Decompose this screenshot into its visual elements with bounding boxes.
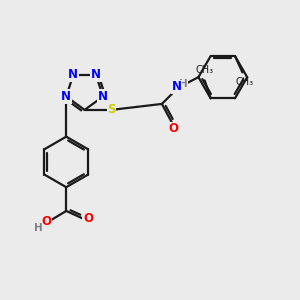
Text: O: O xyxy=(83,212,93,225)
Text: CH₃: CH₃ xyxy=(196,65,214,75)
Text: N: N xyxy=(91,68,101,81)
Text: N: N xyxy=(68,68,78,81)
Text: O: O xyxy=(168,122,178,135)
Text: H: H xyxy=(34,223,43,233)
Text: N: N xyxy=(98,90,108,103)
Text: S: S xyxy=(107,103,116,116)
Text: H: H xyxy=(179,79,188,89)
Text: O: O xyxy=(41,215,51,228)
Text: N: N xyxy=(172,80,182,94)
Text: CH₃: CH₃ xyxy=(236,77,254,87)
Text: N: N xyxy=(61,90,71,103)
